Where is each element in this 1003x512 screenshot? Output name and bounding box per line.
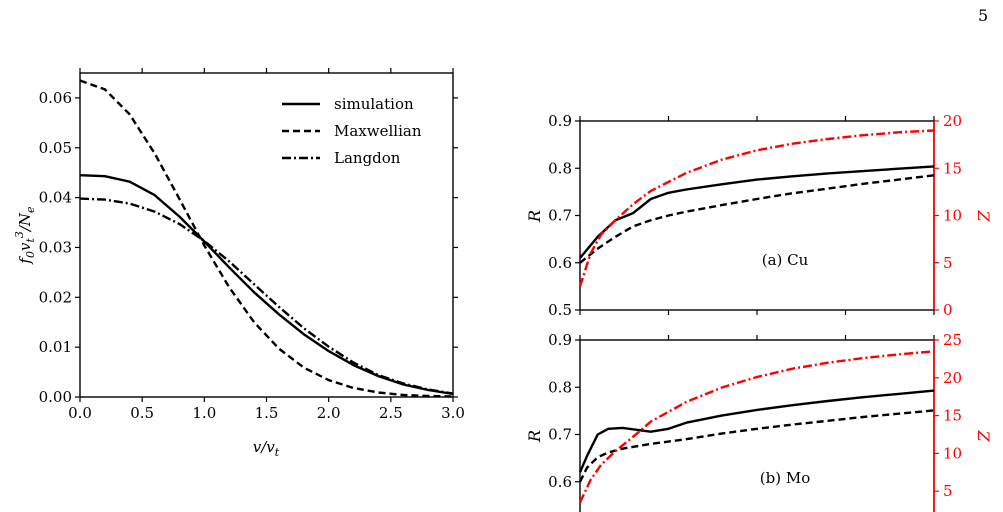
x-tick-label: 0.0	[68, 404, 92, 422]
y-tick-label: 0.05	[39, 139, 72, 157]
right-y-tick-label: 0	[943, 301, 953, 319]
x-tick-label: 3.0	[441, 404, 465, 422]
y-tick-label: 0.9	[548, 112, 572, 130]
right-axis-label: Z	[974, 209, 993, 222]
panel-label: (a) Cu	[762, 251, 809, 269]
distribution-chart: 0.00 0.01 0.02 0.03 0.04 0.05 0.06 0.0 0.5 1.0 1.…	[13, 68, 465, 459]
y-axis-label: R	[525, 210, 544, 223]
right-y-tick-label: 15	[943, 407, 962, 425]
legend-label: simulation	[334, 95, 414, 113]
page-number: 5	[978, 6, 989, 25]
y-tick-label: 0.03	[39, 238, 72, 256]
y-tick-label: 0.8	[548, 378, 572, 396]
right-y-tick-label: 25	[943, 331, 962, 349]
x-tick-label: 2.5	[379, 404, 403, 422]
y-tick-label: 0.6	[548, 473, 572, 491]
series-line-r-curve-1	[578, 409, 935, 483]
series-line-z-curve	[578, 350, 935, 504]
x-tick-label: 0.5	[130, 404, 154, 422]
y-tick-label: 0.02	[39, 288, 72, 306]
legend: simulation Maxwellian Langdon	[282, 95, 422, 167]
x-axis-label: v/vt	[253, 438, 280, 459]
y-tick-label: 0.5	[548, 301, 572, 319]
right-y-tick-label: 10	[943, 207, 962, 225]
right-axis-label: Z	[974, 429, 993, 442]
y-tick-label: 0.7	[548, 207, 572, 225]
y-axis-label: R	[525, 430, 544, 443]
y-tick-label: 0.7	[548, 426, 572, 444]
plot-frame	[579, 120, 935, 311]
series-line-r-curve-0	[579, 165, 935, 259]
series-line-r-curve-1	[579, 174, 935, 264]
right-y-tick-label: 5	[943, 254, 953, 272]
right-y-tick-label: 20	[943, 369, 962, 387]
y-axis-label: f0vt3/Ne	[13, 206, 37, 265]
series-line-simulation	[79, 174, 454, 396]
y-tick-label: 0.9	[548, 331, 572, 349]
y-tick-label: 0.8	[548, 159, 572, 177]
x-tick-label: 2.0	[317, 404, 341, 422]
plot-frame	[579, 339, 935, 512]
mo-chart: 0.6 0.7 0.8 0.9 5 10 15 20 25 (b) Mo R Z	[525, 331, 993, 512]
x-tick-label: 1.5	[255, 404, 279, 422]
series-line-langdon	[79, 197, 454, 395]
y-tick-label: 0.06	[39, 89, 72, 107]
x-tick-label: 1.0	[192, 404, 216, 422]
right-y-tick-label: 5	[943, 482, 953, 500]
legend-label: Maxwellian	[334, 122, 422, 140]
panel-label: (b) Mo	[760, 469, 810, 487]
series-line-maxwellian	[79, 79, 454, 398]
cu-chart: 0.5 0.6 0.7 0.8 0.9 0 5 10 15 20 (a) Cu R Z	[525, 112, 993, 319]
y-tick-label: 0.6	[548, 254, 572, 272]
y-tick-label: 0.04	[39, 189, 72, 207]
y-tick-label: 0.01	[39, 338, 72, 356]
y-tick-label: 0.00	[39, 388, 72, 406]
series-line-r-curve-0	[578, 389, 935, 473]
right-y-tick-label: 10	[943, 444, 962, 462]
right-y-tick-label: 20	[943, 112, 962, 130]
right-y-tick-label: 15	[943, 159, 962, 177]
series-line-z-curve	[578, 129, 935, 287]
legend-label: Langdon	[334, 149, 401, 167]
